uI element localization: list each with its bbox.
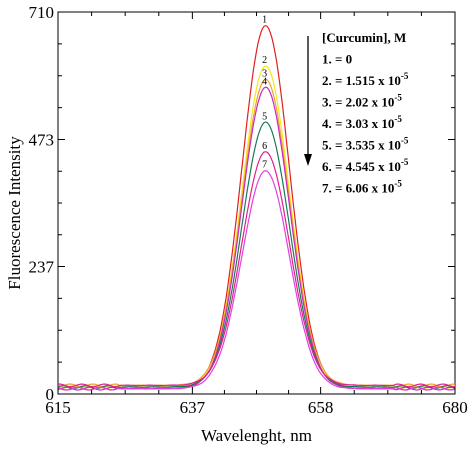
series-line-4 bbox=[57, 86, 456, 391]
y-axis-title: Fluorescence Intensity bbox=[5, 136, 24, 290]
legend-entry: 2. = 1.515 x 10-5 bbox=[322, 71, 409, 88]
legend-title: [Curcumin], M bbox=[322, 30, 406, 45]
legend-entry: 7. = 6.06 x 10-5 bbox=[322, 179, 402, 196]
y-tick-label: 237 bbox=[29, 257, 55, 276]
legend-entry: 3. = 2.02 x 10-5 bbox=[322, 93, 402, 110]
legend-entry: 5. = 3.535 x 10-5 bbox=[322, 136, 409, 153]
y-tick-label: 710 bbox=[29, 3, 55, 22]
x-tick-label: 615 bbox=[45, 398, 71, 417]
arrow-down-icon bbox=[304, 36, 312, 166]
series-line-6 bbox=[57, 151, 455, 388]
x-tick-label: 637 bbox=[180, 398, 206, 417]
curve-label-5: 5 bbox=[262, 111, 267, 122]
plot-frame bbox=[57, 11, 456, 395]
legend-entry: 6. = 4.545 x 10-5 bbox=[322, 157, 409, 174]
arrow-head bbox=[304, 154, 312, 166]
curve-label-6: 6 bbox=[262, 141, 267, 152]
curve-label-1: 1 bbox=[262, 14, 267, 25]
series-line-5 bbox=[57, 121, 456, 389]
y-tick-label: 473 bbox=[29, 131, 55, 150]
legend: [Curcumin], M 1. = 0 2. = 1.515 x 10-5 3. … bbox=[304, 30, 409, 196]
curve-label-3: 3 bbox=[262, 68, 267, 79]
legend-entries: 1. = 0 2. = 1.515 x 10-5 3. = 2.02 x 10-5 4… bbox=[322, 52, 409, 196]
legend-entry: 4. = 3.03 x 10-5 bbox=[322, 114, 402, 131]
y-tick-label: 0 bbox=[46, 385, 55, 404]
curve-label-2: 2 bbox=[262, 55, 267, 66]
curve-label-7: 7 bbox=[262, 160, 267, 171]
series-group bbox=[57, 24, 456, 391]
x-tick-label: 658 bbox=[308, 398, 334, 417]
plot-area: 1 2 34 5 6 7 615 637 658 680 0 237 473 710 bbox=[29, 3, 468, 417]
series-line-7 bbox=[57, 170, 456, 391]
legend-entry: 1. = 0 bbox=[322, 52, 352, 67]
x-tick-label: 680 bbox=[442, 398, 468, 417]
x-axis-title: Wavelenght, nm bbox=[201, 426, 312, 445]
series-line-3 bbox=[58, 78, 455, 388]
curve-labels: 1 2 34 5 6 7 bbox=[262, 14, 267, 170]
curve-label-4: 4 bbox=[262, 76, 267, 87]
